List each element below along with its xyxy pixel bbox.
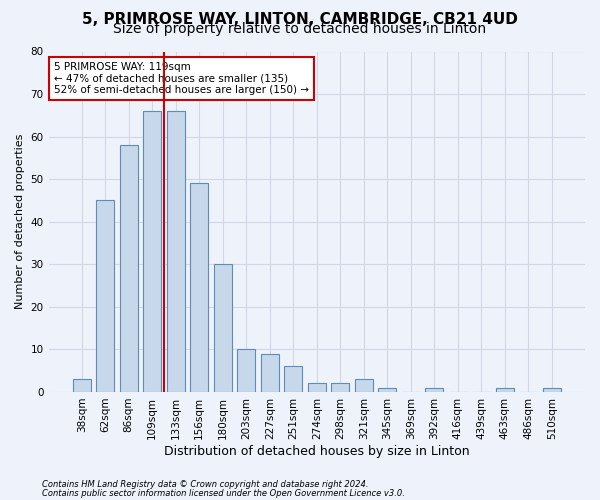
Bar: [331, 384, 349, 392]
Bar: [308, 384, 326, 392]
Bar: [496, 388, 514, 392]
Bar: [97, 200, 114, 392]
Bar: [355, 379, 373, 392]
Text: Size of property relative to detached houses in Linton: Size of property relative to detached ho…: [113, 22, 487, 36]
Text: Contains public sector information licensed under the Open Government Licence v3: Contains public sector information licen…: [42, 489, 405, 498]
Bar: [543, 388, 560, 392]
Text: 5 PRIMROSE WAY: 119sqm
← 47% of detached houses are smaller (135)
52% of semi-de: 5 PRIMROSE WAY: 119sqm ← 47% of detached…: [54, 62, 309, 95]
Bar: [284, 366, 302, 392]
Bar: [167, 111, 185, 392]
Bar: [261, 354, 278, 392]
Text: Contains HM Land Registry data © Crown copyright and database right 2024.: Contains HM Land Registry data © Crown c…: [42, 480, 368, 489]
X-axis label: Distribution of detached houses by size in Linton: Distribution of detached houses by size …: [164, 444, 470, 458]
Bar: [214, 264, 232, 392]
Bar: [120, 145, 137, 392]
Text: 5, PRIMROSE WAY, LINTON, CAMBRIDGE, CB21 4UD: 5, PRIMROSE WAY, LINTON, CAMBRIDGE, CB21…: [82, 12, 518, 28]
Bar: [190, 184, 208, 392]
Bar: [143, 111, 161, 392]
Bar: [425, 388, 443, 392]
Bar: [379, 388, 396, 392]
Bar: [73, 379, 91, 392]
Y-axis label: Number of detached properties: Number of detached properties: [15, 134, 25, 310]
Bar: [238, 350, 255, 392]
